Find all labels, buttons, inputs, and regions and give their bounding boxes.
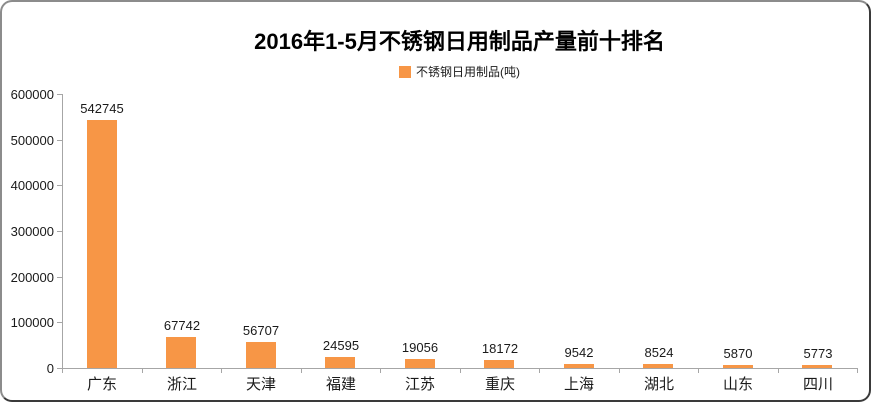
y-axis-label: 200000: [10, 270, 54, 285]
x-axis-category-label: 上海: [563, 376, 594, 393]
x-axis-category-label: 江苏: [404, 376, 435, 393]
x-axis-category-label: 四川: [802, 376, 833, 393]
bar: [166, 337, 196, 368]
bar: [723, 365, 753, 368]
bar: [484, 360, 514, 368]
bar: [802, 365, 832, 368]
chart-title: 2016年1-5月不锈钢日用制品产量前十排名: [254, 29, 665, 54]
bar-value-label: 67742: [163, 318, 201, 333]
x-axis-tick: [142, 368, 143, 373]
bar: [87, 120, 117, 368]
x-axis-tick: [380, 368, 381, 373]
x-axis-category-label: 福建: [325, 376, 356, 393]
y-axis-tick: [57, 277, 62, 278]
bar-value-label: 542745: [80, 101, 124, 116]
legend-swatch-icon: [399, 65, 411, 78]
y-axis-tick: [57, 322, 62, 323]
x-axis-category-label: 天津: [245, 376, 276, 393]
x-axis-category-label: 浙江: [166, 376, 197, 393]
x-axis-tick: [221, 368, 222, 373]
x-axis-category-label: 湖北: [643, 376, 674, 393]
legend-label: 不锈钢日用制品(吨): [416, 65, 520, 79]
y-axis-label: 600000: [10, 87, 54, 102]
bar-value-label: 8524: [644, 345, 674, 360]
bar: [246, 342, 276, 368]
x-axis-category-label: 重庆: [484, 376, 515, 393]
bar: [564, 364, 594, 368]
x-axis-tick: [301, 368, 302, 373]
x-axis-tick: [62, 368, 63, 373]
y-axis-label: 400000: [10, 178, 54, 193]
bar-value-label: 24595: [322, 338, 360, 353]
y-axis-tick: [57, 231, 62, 232]
y-axis-tick: [57, 185, 62, 186]
y-axis-line: [62, 94, 63, 368]
bar: [405, 359, 435, 368]
y-axis-label: 0: [46, 361, 54, 376]
y-axis-label: 500000: [10, 133, 54, 148]
x-axis-tick: [778, 368, 779, 373]
bar-value-label: 19056: [401, 340, 439, 355]
legend: 不锈钢日用制品(吨): [62, 63, 857, 80]
bar-value-label: 56707: [242, 323, 280, 338]
bar-value-label: 9542: [564, 345, 594, 360]
bar-value-label: 18172: [481, 341, 519, 356]
x-axis-category-label: 山东: [722, 376, 753, 393]
bar: [325, 357, 355, 368]
x-axis-tick: [460, 368, 461, 373]
y-axis-tick: [57, 94, 62, 95]
y-axis-tick: [57, 368, 62, 369]
x-axis-tick: [698, 368, 699, 373]
x-axis-tick: [539, 368, 540, 373]
x-axis-tick: [619, 368, 620, 373]
bar-value-label: 5773: [803, 346, 833, 361]
x-axis-category-label: 广东: [86, 376, 117, 393]
bar-value-label: 5870: [723, 346, 753, 361]
x-axis-tick: [857, 368, 858, 373]
y-axis-label: 300000: [10, 224, 54, 239]
y-axis-label: 100000: [10, 315, 54, 330]
y-axis-tick: [57, 140, 62, 141]
bar: [643, 364, 673, 368]
